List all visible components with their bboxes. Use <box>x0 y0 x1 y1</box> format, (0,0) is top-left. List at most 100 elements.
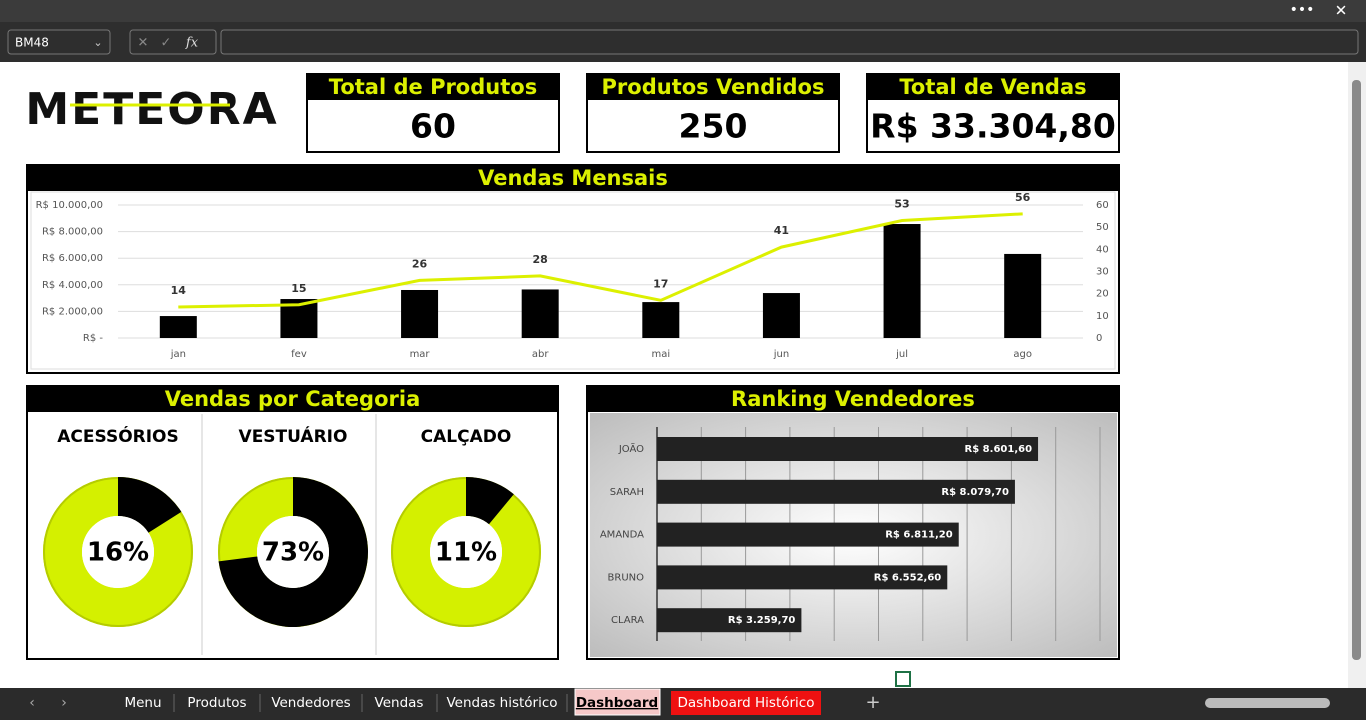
y2-tick-label: 40 <box>1096 244 1109 255</box>
sheet-tab[interactable]: Dashboard Histórico <box>677 695 814 711</box>
kpi-title: Total de Produtos <box>329 75 537 99</box>
bar <box>657 522 959 547</box>
logo: METEORA <box>25 84 278 135</box>
kpi-value: 60 <box>410 107 456 146</box>
data-label: 15 <box>291 282 306 295</box>
y2-tick-label: 0 <box>1096 333 1102 344</box>
y-tick-label: R$ 10.000,00 <box>36 200 103 211</box>
sheet-tab[interactable]: Vendas histórico <box>446 695 557 711</box>
next-sheet[interactable]: › <box>61 695 67 711</box>
chart-title: Vendas Mensais <box>478 166 668 190</box>
x-tick-label: jul <box>895 349 908 360</box>
add-sheet[interactable]: + <box>865 692 880 713</box>
donut-segment <box>466 477 514 525</box>
bar <box>883 224 921 338</box>
sheet-tab[interactable]: Produtos <box>187 695 246 711</box>
y-tick-label: R$ 8.000,00 <box>42 227 103 238</box>
chevron: ⌄ <box>93 36 102 49</box>
x-tick-label: ago <box>1013 349 1032 360</box>
category-label: SARAH <box>610 487 644 498</box>
name-box[interactable] <box>7 29 111 55</box>
category-label: CLARA <box>611 615 644 626</box>
y-tick-label: R$ - <box>83 333 103 344</box>
donut-label: 73% <box>262 538 324 568</box>
data-label: R$ 8.079,70 <box>941 487 1009 498</box>
fx-button[interactable]: fx <box>185 36 199 51</box>
kpi-header <box>587 74 839 100</box>
data-label: R$ 3.259,70 <box>728 615 796 626</box>
data-label: 28 <box>533 253 548 266</box>
y2-tick-label: 10 <box>1096 311 1109 322</box>
data-label: 53 <box>894 198 909 211</box>
formula-buttons <box>129 29 217 55</box>
line-series <box>178 212 1023 309</box>
category-name: VESTUÁRIO <box>239 425 348 447</box>
y2-tick-label: 30 <box>1096 267 1109 278</box>
donut-segment <box>118 477 182 533</box>
tab-bg <box>671 691 821 715</box>
h-scroll[interactable] <box>1205 698 1330 708</box>
close-icon[interactable]: ✕ <box>1335 2 1348 20</box>
name-box-text: BM48 <box>15 36 49 50</box>
sheet-tab[interactable]: Vendas <box>375 695 424 711</box>
sheet-tab[interactable]: Vendedores <box>271 695 350 711</box>
donut-hole <box>257 516 329 588</box>
category-name: CALÇADO <box>421 427 512 447</box>
active-tab <box>574 688 661 716</box>
y-tick-label: R$ 6.000,00 <box>42 253 103 264</box>
category-label: BRUNO <box>608 572 645 583</box>
bar <box>401 289 439 338</box>
bar <box>657 608 802 633</box>
data-label: R$ 6.552,60 <box>874 572 942 583</box>
data-label: 26 <box>412 257 428 270</box>
formula-input[interactable] <box>220 29 1359 55</box>
bar <box>521 289 559 338</box>
x-tick-label: mai <box>651 349 670 360</box>
panel-header <box>27 386 558 412</box>
enter-icon[interactable]: ✓ <box>161 36 172 51</box>
bar <box>657 565 948 590</box>
plot-frame <box>30 191 1116 370</box>
scroll-thumb[interactable] <box>1352 80 1361 660</box>
kpi-title: Produtos Vendidos <box>602 75 825 99</box>
sheet-tab[interactable]: Dashboard <box>576 695 658 711</box>
kpi-value: R$ 33.304,80 <box>870 107 1116 146</box>
prev-sheet[interactable]: ‹ <box>29 695 35 711</box>
bar <box>1004 253 1042 338</box>
category-name: ACESSÓRIOS <box>57 425 179 447</box>
selected-cell <box>895 671 911 687</box>
sheet-tab[interactable]: Menu <box>124 695 161 711</box>
chart-title: Vendas por Categoria <box>165 387 421 411</box>
bar <box>159 316 197 338</box>
bar <box>657 437 1039 461</box>
kpi-value: 250 <box>679 107 748 146</box>
cancel-icon[interactable]: ✕ <box>138 36 149 51</box>
data-label: 56 <box>1015 191 1031 204</box>
data-label: 17 <box>653 277 668 290</box>
bar <box>762 293 800 338</box>
category-label: AMANDA <box>600 530 644 541</box>
donut-label: 16% <box>87 538 149 568</box>
panel-header <box>587 386 1119 412</box>
kpi-header <box>867 74 1119 100</box>
kpi-title: Total de Vendas <box>899 75 1086 99</box>
panel-header <box>27 165 1119 191</box>
y2-tick-label: 20 <box>1096 289 1109 300</box>
x-tick-label: fev <box>291 349 307 360</box>
data-label: R$ 8.601,60 <box>965 444 1033 455</box>
x-tick-label: abr <box>532 349 549 360</box>
bar <box>642 302 680 338</box>
chart-title: Ranking Vendedores <box>731 387 975 411</box>
donut-hole <box>82 516 154 588</box>
more-icon[interactable]: ••• <box>1290 2 1315 18</box>
category-label: JOÃO <box>618 442 644 455</box>
donut-hole <box>430 516 502 588</box>
data-label: 41 <box>774 224 789 237</box>
y2-tick-label: 50 <box>1096 222 1109 233</box>
title-bar <box>0 0 1366 22</box>
y-tick-label: R$ 2.000,00 <box>42 306 103 317</box>
kpi-header <box>307 74 559 100</box>
x-tick-label: mar <box>410 349 431 360</box>
